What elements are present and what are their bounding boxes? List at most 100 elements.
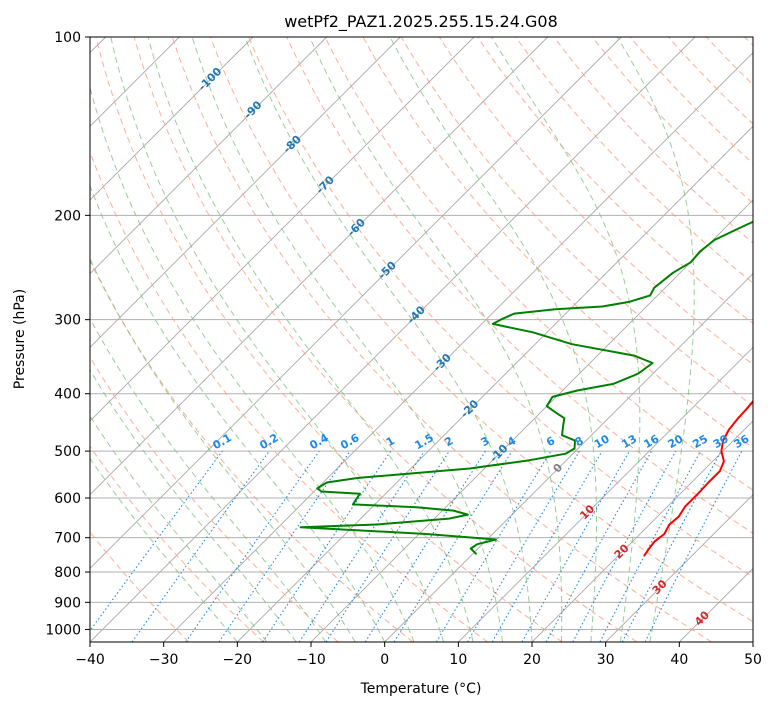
x-tick-label: −40 <box>75 652 105 668</box>
y-axis-title: Pressure (hPa) <box>12 289 28 389</box>
isotherm-line <box>310 199 753 642</box>
isotherm-label: -90 <box>241 98 264 121</box>
mixing-ratio-line <box>131 450 270 642</box>
x-tick-label: 30 <box>597 652 615 668</box>
mixing-ratio-line <box>364 450 486 642</box>
moist-adiabat-line <box>616 37 695 642</box>
isotherm-line <box>90 37 475 422</box>
dry-adiabat-line <box>171 37 712 642</box>
mixing-ratio-label: 0.6 <box>338 431 362 452</box>
dewpoint-profile-line <box>299 220 753 555</box>
axes: −40 −30 −20 −10 0 10 20 30 40 5010020030040050060… <box>45 30 762 668</box>
isotherm-line <box>90 37 327 275</box>
mixing-ratio-line <box>325 450 450 642</box>
y-tick-label: 1000 <box>45 622 81 638</box>
mixing-ratio-line <box>521 450 630 642</box>
dry-adiabat-line <box>629 37 753 165</box>
isotherm-label: 0 <box>551 461 566 476</box>
dry-adiabat-line <box>362 37 753 449</box>
isotherm-line <box>90 37 548 496</box>
temperature-profile-line <box>643 399 753 557</box>
dry-adiabat-line <box>515 37 753 284</box>
isotherm-label: -40 <box>405 303 428 326</box>
dry-adiabat-line <box>133 37 638 642</box>
moist-adiabat-line <box>90 317 327 642</box>
moist-adiabat-line <box>491 37 641 642</box>
mixing-ratio-line <box>90 450 223 632</box>
dry-adiabat-line <box>477 37 753 325</box>
mixing-ratio-label: 1 <box>384 434 397 449</box>
y-tick-label: 600 <box>54 491 81 507</box>
isotherm-line <box>752 641 753 642</box>
isotherm-label: -80 <box>281 132 304 155</box>
isotherm-label: 20 <box>612 541 632 561</box>
mixing-ratio-line <box>545 450 653 642</box>
dry-adiabat-line <box>95 37 563 642</box>
moist-adiabat-line <box>90 257 356 642</box>
mixing-ratio-line <box>491 450 603 642</box>
dry-adiabat-line <box>90 531 190 642</box>
isotherm-line <box>237 125 753 642</box>
y-tick-label: 100 <box>54 30 81 46</box>
dry-adiabat-line <box>744 37 753 47</box>
y-tick-label: 200 <box>54 208 81 224</box>
moist-adiabat-line <box>90 415 268 642</box>
dry-adiabat-line <box>706 37 753 86</box>
mixing-ratio-label: 3 <box>479 434 492 449</box>
isotherm-line <box>679 567 753 642</box>
line-labels: -100-90-80-70-60-50-40-30-20-10010203040… <box>196 65 752 629</box>
y-tick-label: 400 <box>54 387 81 403</box>
dry-adiabat-line <box>668 37 753 125</box>
moist-adiabat-line <box>90 85 415 642</box>
moist-adiabat-line <box>90 184 386 642</box>
mixing-ratio-label: 13 <box>619 432 639 451</box>
mixing-ratio-label: 20 <box>666 432 686 451</box>
chart-title: wetPf2_PAZ1.2025.255.15.24.G08 <box>284 12 558 32</box>
x-tick-label: 0 <box>380 652 389 668</box>
dry-adiabat-line <box>90 259 414 642</box>
mixing-ratio-label: 0.4 <box>307 431 331 452</box>
dry-adiabat-line <box>90 445 264 642</box>
plot-frame <box>89 36 754 643</box>
isotherm-line <box>90 37 622 569</box>
isotherm-label: -70 <box>314 173 337 196</box>
mixing-ratio-line <box>393 450 513 642</box>
mixing-ratio-label: 16 <box>641 432 661 451</box>
isotherm-label: -50 <box>376 258 399 281</box>
isotherm-line <box>384 273 753 642</box>
isotherm-label: -30 <box>431 351 454 374</box>
dry-adiabat-line <box>90 356 339 642</box>
y-tick-label: 300 <box>54 313 81 329</box>
x-tick-label: 20 <box>523 652 541 668</box>
x-axis-title: Temperature (°C) <box>360 681 482 697</box>
isotherm-label: -60 <box>345 216 368 239</box>
isotherm-line <box>90 37 254 201</box>
isotherm-line <box>90 37 401 348</box>
moist-adiabat-line <box>90 369 297 642</box>
mixing-ratio-label: 2 <box>442 434 455 449</box>
mixing-ratio-line <box>218 450 351 642</box>
mixing-ratio-line <box>262 450 392 642</box>
dry-adiabat-line <box>591 37 753 204</box>
x-tick-label: −10 <box>296 652 326 668</box>
moist-adiabat-line <box>147 37 474 642</box>
isotherm-label: 10 <box>577 502 597 522</box>
mixing-ratio-line <box>572 450 677 642</box>
plot-area <box>90 37 753 642</box>
mixing-ratio-label: 1.5 <box>412 431 435 452</box>
mixing-ratio-label: 6 <box>544 434 557 449</box>
mixing-ratio-label: 36 <box>732 432 752 451</box>
moist-adiabat-line <box>389 37 597 642</box>
y-tick-label: 800 <box>54 565 81 581</box>
mixing-ratio-label: 10 <box>592 432 612 451</box>
x-tick-label: 50 <box>744 652 762 668</box>
dry-adiabat-line <box>324 37 753 491</box>
isotherm-line <box>90 37 696 642</box>
dry-adiabat-line <box>400 37 753 407</box>
mixing-ratio-label: 30 <box>711 432 731 451</box>
dry-adiabat-line <box>90 150 488 642</box>
dry-adiabat-line <box>248 37 753 578</box>
mixing-ratio-line <box>298 450 425 642</box>
moist-adiabat-line <box>191 37 503 642</box>
